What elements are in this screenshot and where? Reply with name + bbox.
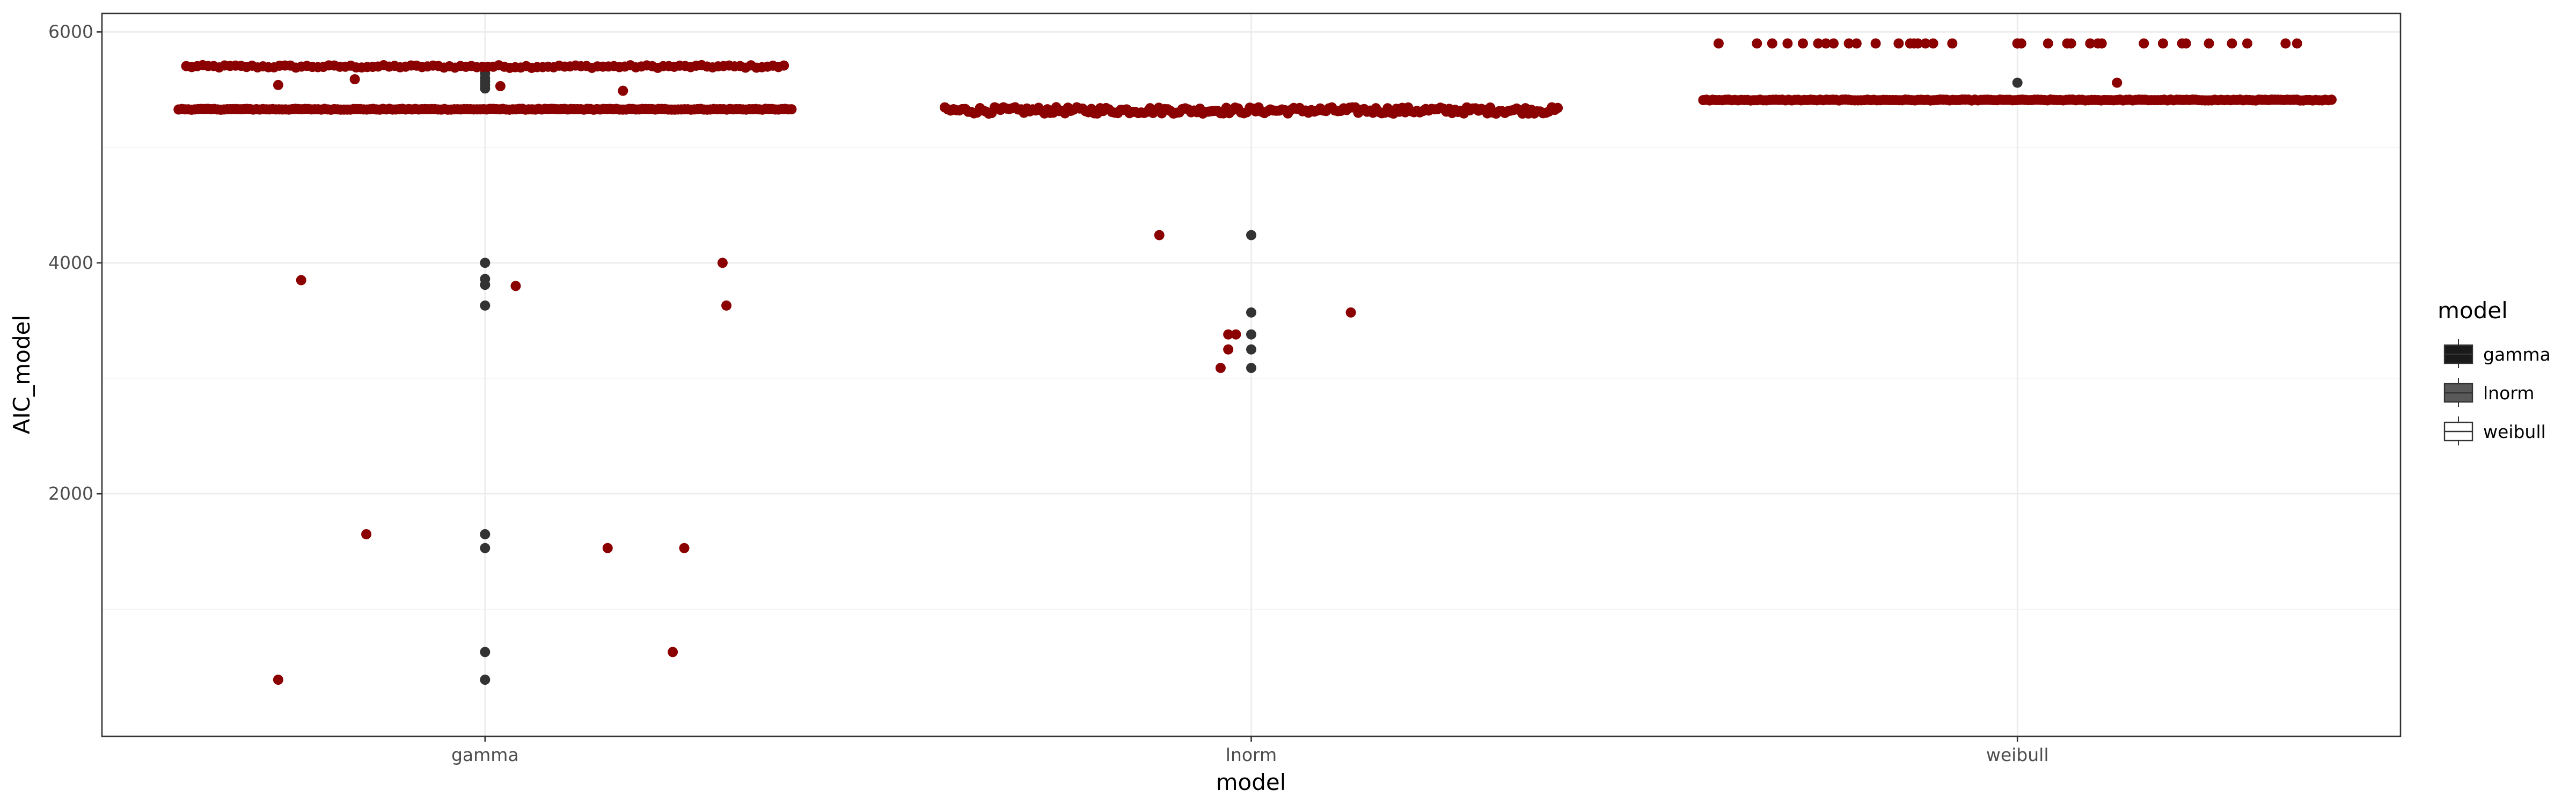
jitter-point-weibull [1782,38,1793,49]
jitter-point-gamma [786,104,797,115]
jitter-point-weibull [2292,38,2302,49]
jitter-point-weibull [2112,77,2123,88]
legend-title: model [2438,297,2508,324]
jitter-point-gamma [273,79,283,90]
jitter-point-lnorm [1345,307,1356,318]
legend-label-lnorm: lnorm [2483,383,2534,404]
jitter-point-weibull [1920,38,1931,49]
outlier-point-gamma [480,83,491,94]
jitter-point-weibull [1928,38,1938,49]
points [173,38,2337,685]
jitter-point-weibull [2242,38,2252,49]
jitter-point-lnorm [1553,103,1563,113]
jitter-point-weibull [1843,38,1854,49]
jitter-point-gamma [495,81,506,92]
jitter-point-weibull [1893,38,1904,49]
outlier-point-gamma [480,675,491,685]
legend-label-gamma: gamma [2483,344,2551,365]
jitter-point-lnorm [1223,344,1234,355]
jitter-point-weibull [2180,38,2191,49]
jitter-point-weibull [1828,38,1839,49]
jitter-point-lnorm [1215,363,1226,374]
jitter-point-weibull [2096,38,2107,49]
x-tick-label-gamma: gamma [451,744,519,765]
y-tick-label: 2000 [48,483,93,504]
outlier-point-gamma [480,543,491,553]
jitter-point-gamma [618,85,628,96]
outlier-point-lnorm [1246,363,1256,374]
jitter-point-gamma [717,258,728,268]
jitter-point-lnorm [1231,329,1241,340]
y-tick-label: 6000 [48,21,93,42]
jitter-point-weibull [2326,94,2337,105]
jitter-point-weibull [1820,38,1831,49]
outlier-point-gamma [480,280,491,290]
jitter-point-weibull [1713,38,1724,49]
jitter-point-weibull [1752,38,1762,49]
jitter-point-weibull [1851,38,1862,49]
jitter-point-weibull [2157,38,2168,49]
jitter-point-gamma [721,300,732,311]
y-axis: 2000 4000 6000 [48,21,102,504]
jitter-point-gamma [679,543,690,553]
outlier-point-lnorm [1246,307,1256,318]
jitter-point-gamma [273,675,283,685]
jitter-point-gamma [296,275,306,286]
legend-label-weibull: weibull [2483,421,2546,442]
jitter-point-weibull [2066,38,2076,49]
outlier-point-weibull [2012,77,2023,88]
jitter-point-lnorm [1223,329,1234,340]
jitter-point-weibull [2043,38,2053,49]
outlier-point-lnorm [1246,329,1256,340]
outlier-point-gamma [480,647,491,657]
outlier-point-gamma [480,258,491,268]
outlier-point-lnorm [1246,230,1256,240]
jitter-point-gamma [602,543,613,553]
jitter-point-gamma [668,647,678,657]
jitter-point-weibull [2085,38,2096,49]
jitter-point-weibull [1797,38,1808,49]
jitter-point-weibull [2280,38,2291,49]
jitter-point-weibull [1767,38,1777,49]
jitter-point-gamma [361,529,372,539]
jitter-point-gamma [779,60,789,71]
jitter-point-weibull [2204,38,2214,49]
outlier-point-gamma [480,300,491,311]
jitter-point-weibull [2139,38,2149,49]
jitter-point-weibull [1813,38,1824,49]
x-axis-title: model [1216,769,1286,795]
x-axis: gamma lnorm weibull [451,736,2049,765]
jitter-point-lnorm [1154,230,1165,240]
jitter-point-weibull [1870,38,1881,49]
jitter-point-gamma [510,281,521,291]
jitter-point-gamma [349,74,360,85]
legend: model gamma lnorm weibull [2438,297,2551,445]
jitter-point-weibull [2227,38,2237,49]
x-tick-label-lnorm: lnorm [1226,744,1277,765]
outlier-point-gamma [480,529,491,539]
jitter-point-weibull [2016,38,2026,49]
y-axis-title: AIC_model [9,315,35,434]
grid [102,13,2401,736]
plot-panel [101,12,2402,737]
x-tick-label-weibull: weibull [1986,744,2049,765]
jitter-point-weibull [1913,38,1923,49]
outlier-point-lnorm [1246,344,1256,355]
jitter-point-weibull [1947,38,1958,49]
y-tick-label: 4000 [48,252,93,273]
